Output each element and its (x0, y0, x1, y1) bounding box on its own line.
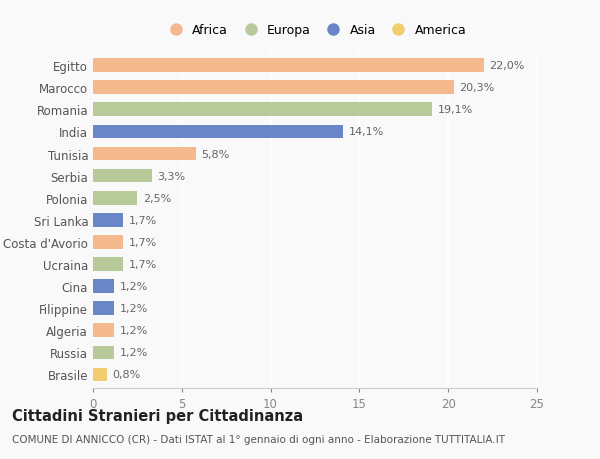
Text: 14,1%: 14,1% (349, 127, 384, 137)
Text: 1,7%: 1,7% (128, 259, 157, 269)
Bar (93, 59, 484, 73)
Bar (93, 125, 343, 139)
Bar (93, 235, 123, 249)
Text: 22,0%: 22,0% (489, 61, 524, 71)
Bar (93, 324, 115, 337)
Bar (93, 280, 115, 293)
Text: 5,8%: 5,8% (202, 149, 230, 159)
Text: 1,7%: 1,7% (128, 237, 157, 247)
Bar (93, 81, 454, 95)
Text: Cittadini Stranieri per Cittadinanza: Cittadini Stranieri per Cittadinanza (12, 409, 303, 424)
Text: COMUNE DI ANNICCO (CR) - Dati ISTAT al 1° gennaio di ogni anno - Elaborazione TU: COMUNE DI ANNICCO (CR) - Dati ISTAT al 1… (12, 434, 505, 444)
Text: 3,3%: 3,3% (157, 171, 185, 181)
Bar (93, 103, 432, 117)
Bar (93, 257, 123, 271)
Bar (93, 302, 115, 315)
Text: 1,7%: 1,7% (128, 215, 157, 225)
Text: 1,2%: 1,2% (119, 347, 148, 358)
Bar (93, 191, 137, 205)
Bar (93, 169, 152, 183)
Text: 20,3%: 20,3% (459, 83, 494, 93)
Text: 0,8%: 0,8% (113, 369, 141, 380)
Legend: Africa, Europa, Asia, America: Africa, Europa, Asia, America (161, 22, 469, 40)
Bar (93, 346, 115, 359)
Text: 1,2%: 1,2% (119, 325, 148, 336)
Bar (93, 147, 196, 161)
Bar (93, 368, 107, 381)
Text: 19,1%: 19,1% (437, 105, 473, 115)
Text: 2,5%: 2,5% (143, 193, 171, 203)
Text: 1,2%: 1,2% (119, 303, 148, 313)
Text: 1,2%: 1,2% (119, 281, 148, 291)
Bar (93, 213, 123, 227)
